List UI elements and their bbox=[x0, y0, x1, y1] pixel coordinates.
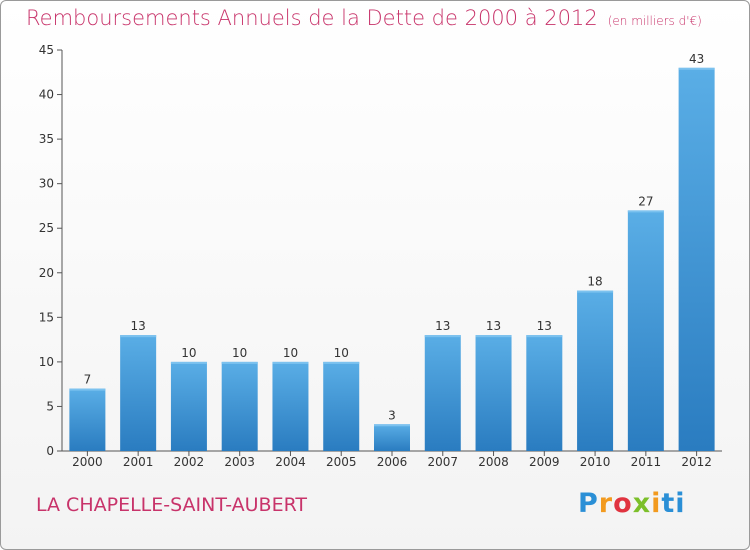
chart-bars bbox=[69, 67, 715, 452]
value-label-2010: 18 bbox=[587, 275, 602, 289]
x-tick-label-2004: 2004 bbox=[275, 455, 306, 469]
x-tick-label-2009: 2009 bbox=[529, 455, 560, 469]
bar-2007 bbox=[424, 335, 461, 451]
proxiti-logo: Proxiti bbox=[578, 488, 686, 519]
bar-2010 bbox=[577, 290, 614, 451]
bar-highlight bbox=[272, 361, 309, 364]
value-label-2001: 13 bbox=[131, 319, 146, 333]
bar-2009 bbox=[526, 335, 563, 451]
bar-highlight bbox=[170, 361, 207, 364]
y-tick-label: 30 bbox=[39, 177, 54, 191]
bar-highlight bbox=[424, 335, 461, 338]
y-tick-label: 5 bbox=[46, 399, 54, 413]
bar-highlight bbox=[120, 335, 157, 338]
bar-2012 bbox=[678, 67, 715, 452]
bar-highlight bbox=[323, 361, 360, 364]
bar-2002 bbox=[170, 361, 207, 451]
bar-2006 bbox=[374, 424, 410, 451]
bar-highlight bbox=[221, 361, 258, 364]
value-label-2012: 43 bbox=[689, 52, 704, 66]
bar-2000 bbox=[69, 388, 106, 451]
bar-highlight bbox=[69, 388, 106, 391]
y-tick-label: 0 bbox=[46, 444, 54, 458]
value-label-2005: 10 bbox=[334, 346, 349, 360]
y-tick-label: 10 bbox=[39, 355, 54, 369]
x-tick-label-2001: 2001 bbox=[123, 455, 154, 469]
x-tick-label-2002: 2002 bbox=[174, 455, 205, 469]
bar-highlight bbox=[678, 67, 715, 70]
bar-highlight bbox=[577, 290, 614, 293]
value-label-2009: 13 bbox=[537, 319, 552, 333]
x-tick-label-2007: 2007 bbox=[427, 455, 458, 469]
x-tick-label-2012: 2012 bbox=[681, 455, 712, 469]
chart-title: Remboursements Annuels de la Dette de 20… bbox=[26, 6, 702, 30]
y-tick-label: 15 bbox=[39, 310, 54, 324]
value-label-2003: 10 bbox=[232, 346, 247, 360]
y-tick-label: 45 bbox=[39, 43, 54, 57]
chart-title-text: Remboursements Annuels de la Dette de 20… bbox=[26, 6, 598, 30]
x-tick-label-2008: 2008 bbox=[478, 455, 509, 469]
bar-highlight bbox=[475, 335, 512, 338]
bar-highlight bbox=[627, 210, 664, 213]
x-tick-label-2011: 2011 bbox=[631, 455, 662, 469]
bar-2001 bbox=[120, 335, 157, 451]
value-label-2011: 27 bbox=[638, 194, 653, 208]
bar-2005 bbox=[323, 361, 360, 451]
value-label-2000: 7 bbox=[84, 373, 92, 387]
value-label-2008: 13 bbox=[486, 319, 501, 333]
bar-highlight bbox=[374, 424, 410, 427]
value-label-2006: 3 bbox=[388, 408, 396, 422]
y-tick-label: 40 bbox=[39, 88, 54, 102]
x-tick-label-2006: 2006 bbox=[377, 455, 408, 469]
value-label-2002: 10 bbox=[181, 346, 196, 360]
chart-labels: 7 2000 13 2001 10 2002 10 2003 10 2004 10 2005 3 2006… bbox=[72, 52, 712, 469]
x-tick-label-2003: 2003 bbox=[224, 455, 255, 469]
value-label-2007: 13 bbox=[435, 319, 450, 333]
y-tick-label: 25 bbox=[39, 221, 54, 235]
bar-2008 bbox=[475, 335, 512, 451]
x-tick-label-2010: 2010 bbox=[580, 455, 611, 469]
bar-2004 bbox=[272, 361, 309, 451]
value-label-2004: 10 bbox=[283, 346, 298, 360]
bar-2003 bbox=[221, 361, 258, 451]
y-tick-label: 20 bbox=[39, 266, 54, 280]
y-tick-label: 35 bbox=[39, 132, 54, 146]
x-tick-label-2005: 2005 bbox=[326, 455, 357, 469]
x-tick-label-2000: 2000 bbox=[72, 455, 103, 469]
bar-2011 bbox=[627, 210, 664, 451]
chart-subtitle: (en milliers d'€) bbox=[607, 14, 702, 28]
commune-name: LA CHAPELLE-SAINT-AUBERT bbox=[36, 494, 308, 516]
bar-highlight bbox=[526, 335, 563, 338]
